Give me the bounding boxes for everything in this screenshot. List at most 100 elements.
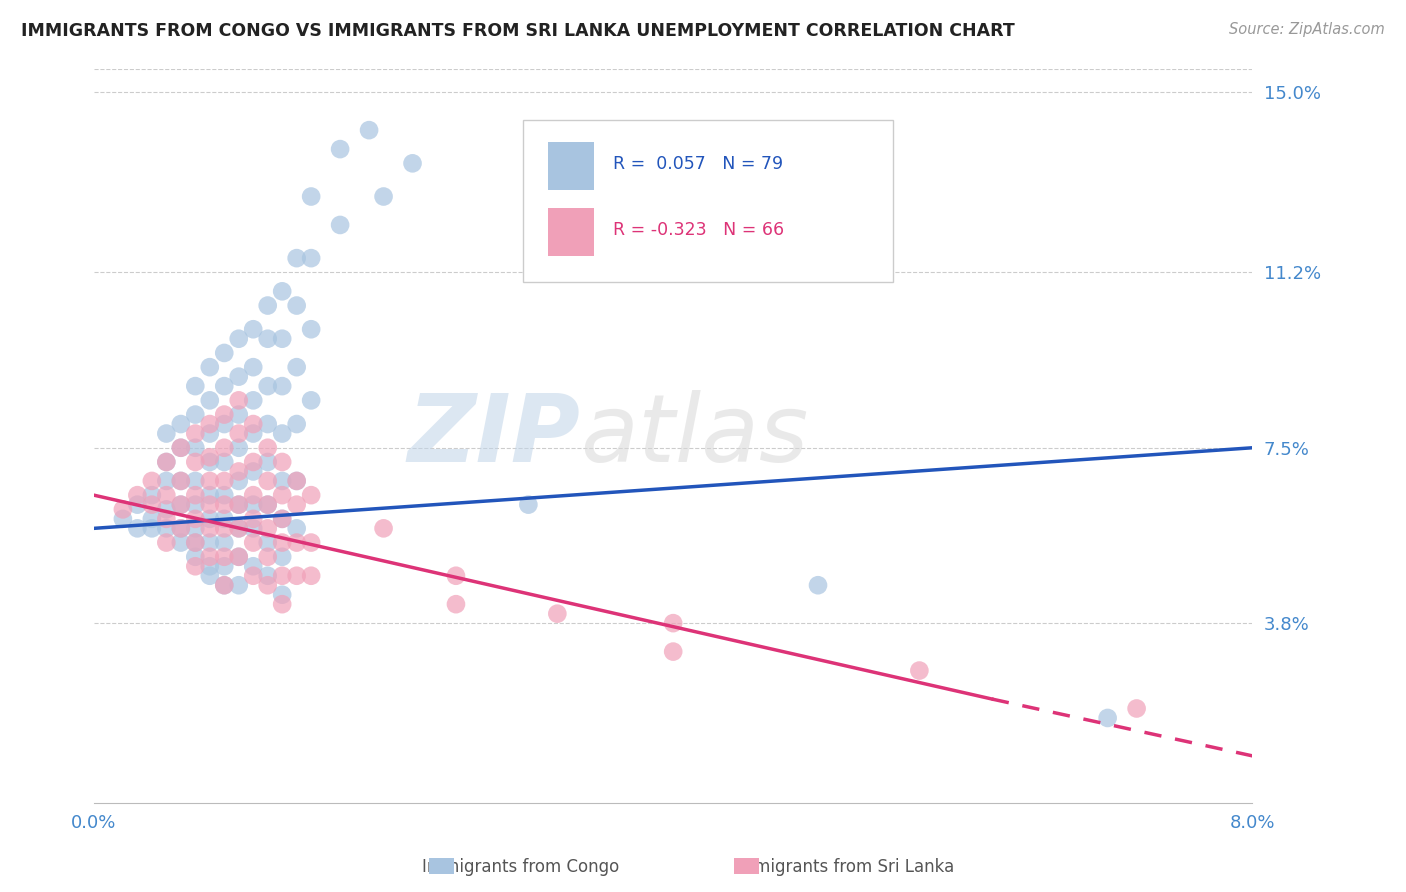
Point <box>198 568 221 582</box>
Point <box>155 521 177 535</box>
FancyBboxPatch shape <box>523 120 893 282</box>
Point <box>271 597 294 611</box>
Point <box>271 549 294 564</box>
Point <box>242 360 264 375</box>
Point <box>214 498 236 512</box>
Point <box>198 559 221 574</box>
Point <box>662 644 685 658</box>
Point <box>184 441 207 455</box>
Point <box>299 251 322 265</box>
Point <box>141 474 163 488</box>
Point <box>256 455 278 469</box>
Point <box>184 521 207 535</box>
Point <box>127 498 149 512</box>
Text: Source: ZipAtlas.com: Source: ZipAtlas.com <box>1229 22 1385 37</box>
Point <box>170 521 193 535</box>
Point <box>198 512 221 526</box>
Point <box>285 474 308 488</box>
Point <box>271 568 294 582</box>
Point <box>228 408 250 422</box>
Point <box>184 488 207 502</box>
Point <box>285 417 308 431</box>
Point <box>155 535 177 549</box>
Point <box>214 559 236 574</box>
Point <box>256 521 278 535</box>
Point <box>242 559 264 574</box>
Point <box>184 512 207 526</box>
Point <box>546 607 568 621</box>
Point <box>444 568 467 582</box>
Point <box>228 549 250 564</box>
Point <box>271 512 294 526</box>
Point <box>184 535 207 549</box>
Point <box>198 417 221 431</box>
Point <box>198 488 221 502</box>
Point <box>141 498 163 512</box>
Point <box>242 498 264 512</box>
Point <box>155 488 177 502</box>
Text: Immigrants from Sri Lanka: Immigrants from Sri Lanka <box>733 858 955 876</box>
Point <box>285 251 308 265</box>
Text: Immigrants from Congo: Immigrants from Congo <box>422 858 619 876</box>
Point <box>228 393 250 408</box>
Point <box>228 426 250 441</box>
Point <box>141 521 163 535</box>
Point <box>170 498 193 512</box>
Point <box>285 521 308 535</box>
Point <box>242 535 264 549</box>
Point <box>214 379 236 393</box>
Point <box>228 369 250 384</box>
Point <box>285 474 308 488</box>
Point <box>214 488 236 502</box>
Point <box>198 474 221 488</box>
Point <box>285 299 308 313</box>
Point <box>198 521 221 535</box>
Point <box>184 549 207 564</box>
Point <box>373 521 395 535</box>
Point <box>228 549 250 564</box>
Point <box>184 559 207 574</box>
Point <box>807 578 830 592</box>
Point <box>271 588 294 602</box>
Point <box>214 549 236 564</box>
Point <box>299 393 322 408</box>
Point <box>242 393 264 408</box>
Point <box>214 417 236 431</box>
Point <box>184 455 207 469</box>
Point <box>299 322 322 336</box>
Point <box>242 521 264 535</box>
Point <box>271 488 294 502</box>
Point <box>271 455 294 469</box>
Point <box>444 597 467 611</box>
Point <box>214 408 236 422</box>
Point <box>184 379 207 393</box>
Point <box>242 568 264 582</box>
Point <box>256 578 278 592</box>
Point <box>170 474 193 488</box>
Point <box>170 498 193 512</box>
Point <box>285 498 308 512</box>
Point <box>908 664 931 678</box>
Point <box>170 474 193 488</box>
Point <box>155 512 177 526</box>
Point <box>170 441 193 455</box>
Point <box>198 535 221 549</box>
Point <box>242 488 264 502</box>
Point <box>299 488 322 502</box>
Point <box>401 156 423 170</box>
Point <box>228 578 250 592</box>
Point <box>242 512 264 526</box>
Point <box>184 408 207 422</box>
Point <box>214 346 236 360</box>
Point <box>329 218 352 232</box>
Point <box>662 616 685 631</box>
Point <box>228 498 250 512</box>
Point <box>299 189 322 203</box>
Point <box>214 512 236 526</box>
Point <box>155 474 177 488</box>
Point <box>242 322 264 336</box>
Point <box>184 535 207 549</box>
Point <box>242 426 264 441</box>
Point <box>214 455 236 469</box>
Point <box>214 578 236 592</box>
